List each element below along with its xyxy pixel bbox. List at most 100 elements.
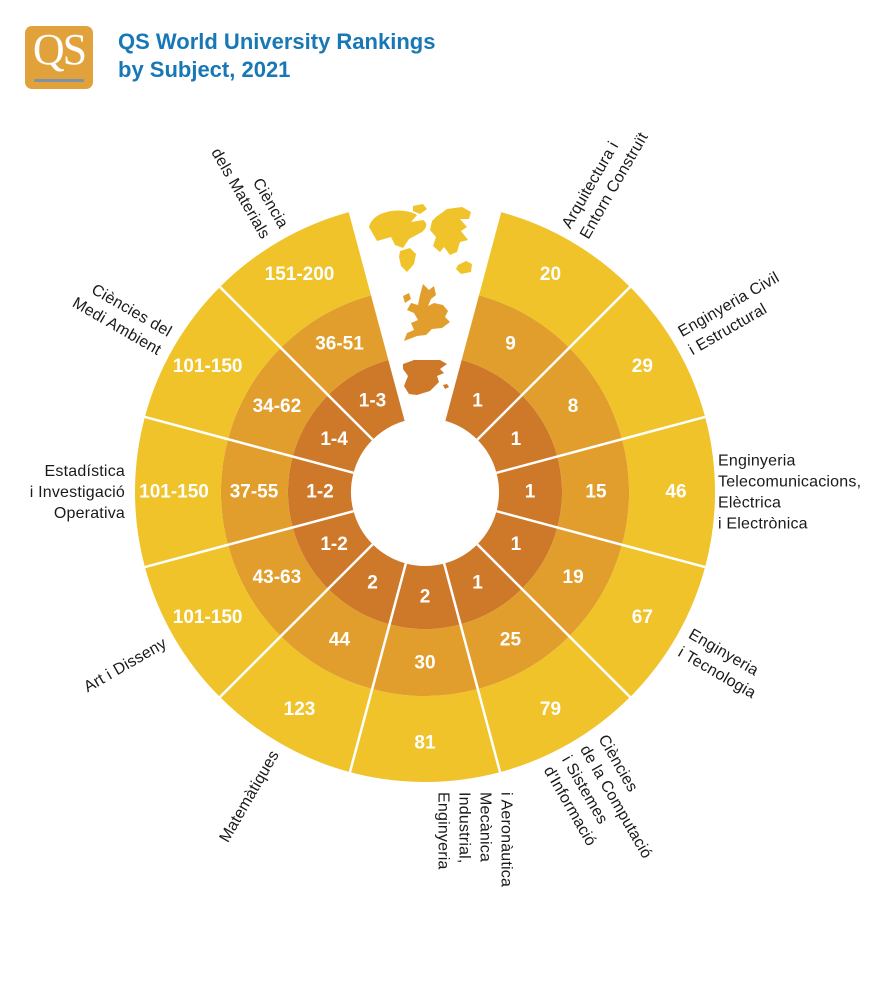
value-5-spain: 2 (420, 587, 431, 608)
subject-label-4: Ciènciesde la Computaciói Sistemesd'Info… (540, 732, 673, 883)
subject-label-6: Matemàtiques (216, 748, 282, 846)
value-2-world: 46 (665, 482, 686, 503)
segment-10-ring-spain (328, 359, 406, 440)
value-6-spain: 2 (367, 572, 378, 593)
values-group: 2091298146151671917925181302123442101-15… (139, 264, 686, 753)
value-10-spain: 1-3 (359, 391, 386, 412)
value-7-europe: 43-63 (253, 567, 302, 588)
segment-divider (496, 415, 706, 475)
value-8-spain: 1-2 (306, 482, 333, 503)
subject-label-9: Ciències delMedi Ambient (70, 276, 175, 359)
segment-divider (144, 415, 354, 475)
value-0-europe: 9 (505, 333, 516, 354)
segment-4-ring-spain (444, 544, 522, 625)
value-8-europe: 37-55 (230, 482, 279, 503)
value-2-spain: 1 (525, 482, 536, 503)
subject-label-7: Art i Disseny (81, 635, 170, 696)
value-9-world: 101-150 (173, 356, 243, 377)
value-3-spain: 1 (511, 534, 522, 555)
segment-4-ring-europe (460, 588, 570, 690)
segment-0-ring-world (477, 211, 631, 348)
segment-divider (219, 286, 374, 441)
segment-divider (348, 211, 408, 421)
segment-3-ring-europe (521, 527, 623, 637)
segment-divider (476, 543, 631, 698)
segment-1-ring-europe (521, 347, 623, 457)
value-10-europe: 36-51 (315, 333, 364, 354)
sunburst-chart: 2091298146151671917925181302123442101-15… (30, 119, 861, 887)
subject-label-5: Enginyeria Industrial, Mecànica i Aeronàuti… (435, 792, 515, 887)
subject-label-0: Arquitectura iEntorn Construït (559, 119, 652, 242)
subject-label-10: Ciènciadels Materials (208, 135, 292, 242)
segment-5-ring-spain (389, 563, 461, 629)
value-3-europe: 19 (563, 567, 584, 588)
value-7-spain: 1-2 (320, 534, 347, 555)
segment-9-ring-spain (292, 395, 373, 473)
segment-9-ring-europe (227, 347, 329, 457)
value-5-world: 81 (414, 733, 436, 754)
segment-0-ring-spain (444, 359, 522, 440)
segment-5-ring-europe (372, 624, 478, 697)
segment-3-ring-world (569, 544, 706, 698)
segment-3-ring-spain (477, 511, 558, 589)
spain-map-icon (403, 360, 449, 395)
qs-logo-text: QS (32, 25, 87, 74)
segment-2-ring-europe (557, 439, 630, 545)
subject-label-2: Enginyeria Telecomunicacions, Elèctrica i E… (718, 452, 861, 532)
value-5-europe: 30 (414, 653, 435, 674)
value-6-world: 123 (284, 699, 316, 720)
qs-logo: QS (25, 26, 93, 89)
segment-2-ring-spain (496, 456, 562, 528)
segment-7-ring-spain (292, 511, 373, 589)
segment-divider (144, 509, 354, 569)
segment-1-ring-spain (477, 395, 558, 473)
segment-0-ring-europe (460, 294, 570, 396)
segment-8-ring-spain (288, 456, 354, 528)
title-line-1: QS World University Rankings (118, 29, 436, 54)
segment-divider (219, 543, 374, 698)
value-4-spain: 1 (472, 572, 483, 593)
segment-8-ring-world (134, 416, 228, 568)
dividers-group (144, 211, 706, 773)
world-map-icon (369, 204, 472, 274)
segment-10-ring-world (219, 211, 373, 348)
value-7-world: 101-150 (173, 607, 243, 628)
value-3-world: 67 (632, 607, 653, 628)
subject-label-1: Enginyeria Civili Estructural (675, 269, 792, 359)
value-4-europe: 25 (500, 630, 522, 651)
segments-group (134, 211, 716, 783)
segment-8-ring-europe (220, 439, 293, 545)
segment-1-ring-world (569, 286, 706, 440)
europe-map-icon (403, 284, 450, 341)
segment-divider (476, 286, 631, 441)
value-9-europe: 34-62 (253, 396, 302, 417)
segment-6-ring-europe (280, 588, 390, 690)
value-2-europe: 15 (585, 482, 607, 503)
value-8-world: 101-150 (139, 482, 209, 503)
segment-5-ring-world (349, 689, 501, 783)
value-10-world: 151-200 (265, 264, 335, 285)
subject-label-3: Enginyeriai Tecnologia (675, 626, 769, 702)
segment-9-ring-world (144, 286, 281, 440)
title-line-2: by Subject, 2021 (118, 57, 291, 82)
page-title: QS World University Rankings by Subject,… (118, 28, 435, 84)
segment-2-ring-world (622, 416, 716, 568)
segment-7-ring-europe (227, 527, 329, 637)
value-6-europe: 44 (329, 630, 351, 651)
segment-10-ring-europe (280, 294, 390, 396)
segment-6-ring-world (219, 636, 373, 773)
value-4-world: 79 (540, 699, 561, 720)
subject-label-8: Estadística i Investigació Operativa (30, 463, 125, 522)
qs-logo-underline (34, 79, 84, 82)
segment-divider (496, 509, 706, 569)
value-1-spain: 1 (511, 429, 522, 450)
segment-6-ring-spain (328, 544, 406, 625)
value-0-spain: 1 (472, 391, 483, 412)
segment-divider (442, 563, 502, 773)
segment-divider (348, 563, 408, 773)
value-1-world: 29 (632, 356, 653, 377)
segment-4-ring-world (477, 636, 631, 773)
value-9-spain: 1-4 (320, 429, 348, 450)
segment-divider (442, 211, 502, 421)
